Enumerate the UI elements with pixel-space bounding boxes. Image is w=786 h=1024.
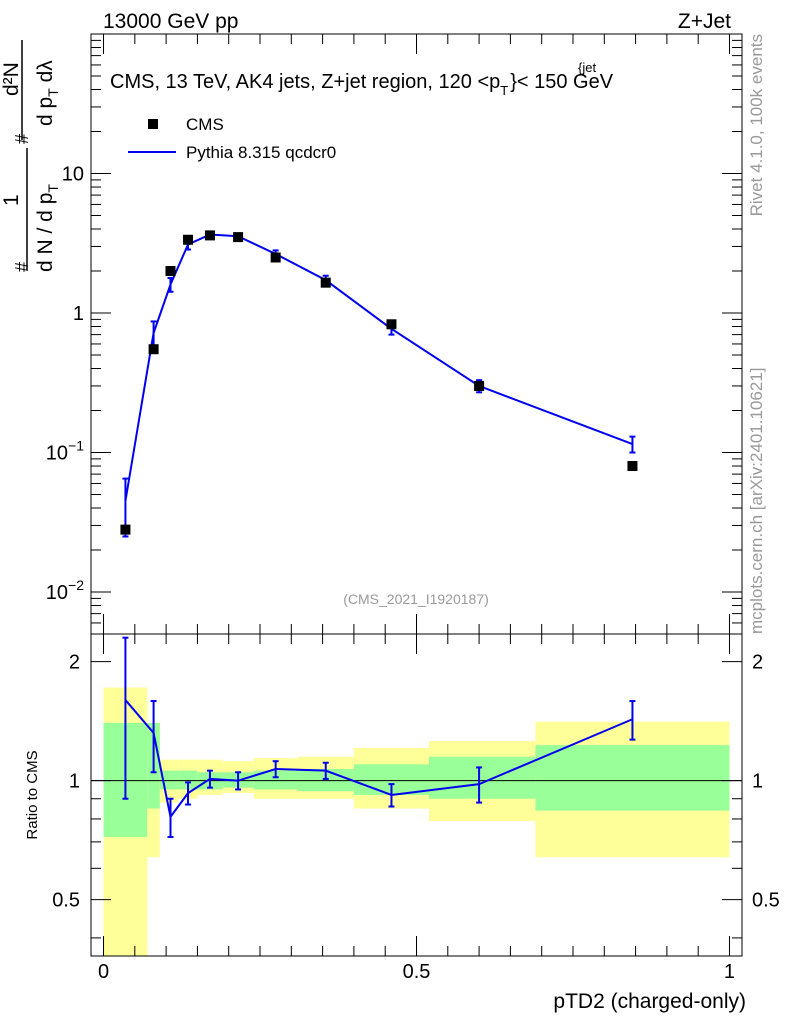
cms-data-point — [627, 461, 638, 472]
header-left: 13000 GeV pp — [103, 10, 238, 33]
main-ytick-label: 10−2 — [46, 577, 84, 604]
ratio-band-inner — [535, 745, 730, 811]
plot-title: CMS, 13 TeV, AK4 jets, Z+jet region, 120… — [110, 71, 614, 98]
ratio-ytick-label-left: 1 — [69, 771, 80, 793]
ratio-ylabel: Ratio to CMS — [24, 750, 41, 839]
main-ytick-label-exp: −1 — [68, 438, 84, 454]
ratio-ytick-label-right: 0.5 — [752, 890, 780, 912]
cms-data-point — [320, 277, 331, 288]
ylabel-right-den-text: d p — [34, 97, 57, 126]
cms-data-point — [204, 230, 215, 241]
main-ytick-label-base: 10 — [62, 164, 84, 186]
ratio-ytick-label-left: 0.5 — [52, 890, 80, 912]
x-axis-label: pTD2 (charged-only) — [553, 990, 746, 1013]
cms-data-point — [233, 232, 244, 243]
main-ylabel: 1 d N / d pT # d²N d pT dλ # — [0, 40, 61, 272]
ylabel-left: d N / d pT — [34, 184, 61, 272]
rivet-label: Rivet 4.1.0, 100k events — [747, 34, 766, 216]
ratio-xtick-label: 1 — [724, 961, 735, 983]
ratio-bands — [103, 687, 730, 956]
ylabel-one: 1 — [0, 194, 23, 206]
main-ytick-label-exp: −2 — [68, 577, 84, 593]
main-ytick-label: 1 — [73, 303, 84, 325]
cms-data-point — [148, 344, 159, 355]
legend-marker-cms — [148, 119, 158, 129]
plot-title-main: CMS, 13 TeV, AK4 jets, Z+jet region, 120… — [110, 71, 500, 93]
main-series — [120, 230, 638, 538]
analysis-watermark: (CMS_2021_I1920187) — [343, 591, 489, 607]
cms-data-point — [165, 266, 176, 277]
ratio-ytick-label-right: 2 — [752, 652, 763, 674]
legend: CMS Pythia 8.315 qcdcr0 — [128, 115, 336, 162]
main-ytick-label: 10−1 — [46, 438, 84, 465]
main-ytick-label-base: 1 — [73, 303, 84, 325]
cms-data-point — [386, 319, 397, 330]
plot-title-sub: T — [500, 83, 508, 98]
ylabel-right-den: d pT dλ — [34, 60, 61, 126]
ratio-ytick-label-left: 2 — [69, 652, 80, 674]
ratio-band-inner — [253, 770, 298, 790]
pythia-line — [124, 233, 633, 502]
cms-data-point — [474, 380, 485, 391]
main-ytick-label: 10 — [62, 164, 84, 186]
legend-label-pythia: Pythia 8.315 qcdcr0 — [186, 143, 336, 162]
ylabel-left-sub: T — [45, 184, 61, 193]
ratio-series — [122, 636, 636, 839]
mcplots-label: mcplots.cern.ch [arXiv:2401.10621] — [747, 368, 766, 634]
ylabel-right-den-sub: T — [45, 88, 61, 97]
header-right: Z+Jet — [678, 10, 731, 33]
ratio-xtick-label: 0 — [98, 961, 109, 983]
main-ytick-label-base: 10 — [46, 443, 68, 465]
ratio-ytick-label-right: 1 — [752, 771, 763, 793]
ylabel-hash-1: # — [12, 262, 32, 272]
cms-data-point — [270, 252, 281, 263]
ratio-axis-ticks: 0.5 0.5 1 1 2 2 0 0.5 1 — [52, 634, 780, 983]
ylabel-left-text: d N / d p — [34, 193, 57, 272]
ylabel-right-den-end: dλ — [34, 60, 57, 89]
ylabel-right-num: d²N — [0, 62, 23, 96]
ratio-panel: 0.5 0.5 1 1 2 2 0 0.5 1 Ratio to CMS pTD2 (charg… — [24, 633, 780, 1013]
plot-title-sup: {jet — [578, 60, 596, 75]
legend-label-cms: CMS — [186, 115, 224, 134]
ratio-band-inner — [178, 770, 198, 790]
cms-data-point — [120, 524, 131, 535]
cms-data-point — [183, 234, 194, 245]
ratio-xtick-label: 0.5 — [403, 961, 431, 983]
plot-title-end: }< 150 GeV — [510, 71, 614, 93]
main-ytick-label-base: 10 — [46, 582, 68, 604]
ratio-band-inner — [429, 756, 536, 799]
